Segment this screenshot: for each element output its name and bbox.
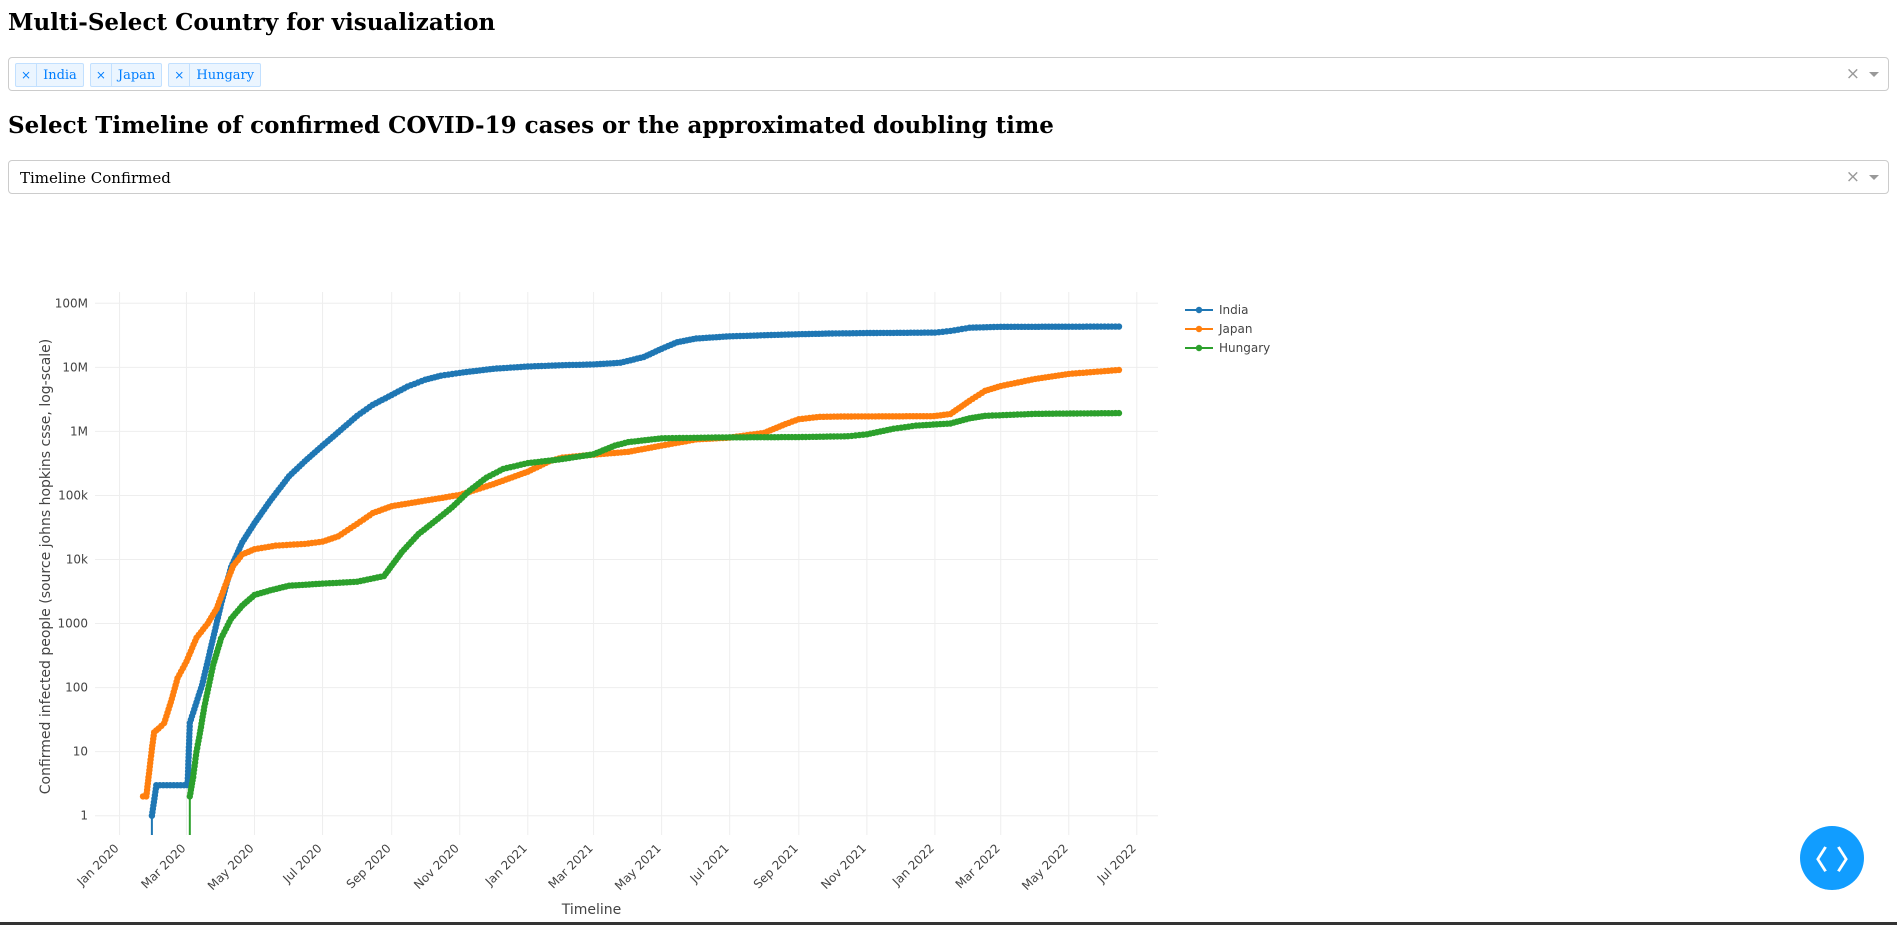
x-tick-label: Jan 2020: [74, 841, 122, 889]
y-tick-label: 100: [65, 681, 88, 695]
legend-item-india[interactable]: India: [1185, 303, 1248, 317]
x-tick-label: Jul 2020: [280, 841, 325, 886]
series-japan: [139, 366, 1123, 800]
y-tick-label: 1000: [57, 617, 88, 631]
x-tick-label: Jul 2022: [1094, 841, 1139, 886]
series-line: [188, 412, 1120, 797]
x-tick-label: Jul 2021: [687, 841, 732, 886]
series-india: [148, 323, 1123, 835]
country-multi-select[interactable]: × India × Japan × Hungary ×: [8, 57, 1889, 91]
legend-swatch-marker: [1195, 344, 1203, 352]
chevron-down-icon[interactable]: [1869, 72, 1879, 77]
x-tick-label: Jan 2021: [482, 841, 530, 889]
country-tag-hungary: × Hungary: [168, 63, 262, 87]
legend-label: Japan: [1218, 322, 1252, 336]
x-tick-label: May 2022: [1019, 841, 1071, 893]
x-tick-label: Nov 2020: [411, 841, 462, 892]
timeline-select-heading: Select Timeline of confirmed COVID-19 ca…: [8, 112, 1054, 139]
country-tag-label: Hungary: [196, 67, 255, 83]
legend-label: Hungary: [1219, 341, 1270, 355]
country-tag-label: India: [43, 67, 77, 83]
y-tick-label: 10: [73, 745, 88, 759]
series-point: [1115, 323, 1123, 330]
y-tick-label: 10M: [62, 360, 88, 374]
selected-country-tags: × India × Japan × Hungary: [15, 63, 262, 87]
timeline-mode-value: Timeline Confirmed: [20, 169, 171, 187]
country-tag-india: × India: [15, 63, 84, 87]
x-tick-label: Jan 2022: [889, 841, 937, 889]
x-tick-label: May 2021: [612, 841, 664, 893]
page-bottom-border: [0, 922, 1897, 925]
legend-label: India: [1219, 303, 1248, 317]
x-axis-title: Timeline: [561, 902, 622, 918]
y-tick-label: 100k: [58, 488, 88, 502]
remove-japan-icon[interactable]: ×: [91, 64, 112, 86]
x-tick-label: Mar 2020: [138, 841, 188, 891]
chart-axes: 1 10 100 1000 10k 100k 1M 10M 100M Jan 2020 Mar 20…: [38, 296, 1139, 918]
country-tag-japan: × Japan: [89, 63, 163, 87]
x-tick-label: Nov 2021: [818, 841, 869, 892]
y-tick-label: 1M: [70, 424, 88, 438]
legend-item-japan[interactable]: Japan: [1185, 322, 1252, 336]
code-brackets-icon: 〈 〉: [1801, 845, 1863, 876]
x-tick-label: Mar 2021: [546, 841, 596, 891]
y-tick-label: 100M: [55, 296, 88, 310]
series-point: [1115, 409, 1123, 417]
chart-legend[interactable]: India Japan Hungary: [1185, 303, 1270, 355]
y-tick-label: 1: [80, 809, 88, 823]
chart-series: [139, 323, 1123, 835]
country-tag-label: Japan: [117, 67, 156, 83]
y-tick-label: 10k: [66, 552, 88, 566]
x-tick-label: May 2020: [205, 841, 257, 893]
legend-item-hungary[interactable]: Hungary: [1185, 341, 1270, 355]
series-hungary: [186, 409, 1123, 835]
series-point: [1115, 366, 1123, 374]
clear-countries-icon[interactable]: ×: [1845, 64, 1860, 84]
x-tick-label: Sep 2020: [344, 841, 394, 891]
timeline-mode-select[interactable]: Timeline Confirmed ×: [8, 160, 1889, 194]
x-tick-label: Mar 2022: [953, 841, 1003, 891]
y-axis-title: Confirmed infected people (source johns …: [38, 339, 54, 795]
x-tick-label: Sep 2021: [751, 841, 801, 891]
chart-grid: [95, 292, 1158, 835]
chevron-down-icon[interactable]: [1869, 175, 1879, 180]
legend-swatch-marker: [1195, 306, 1203, 314]
legend-swatch-marker: [1195, 325, 1203, 333]
clear-mode-icon[interactable]: ×: [1845, 167, 1860, 187]
code-toggle-button[interactable]: 〈 〉: [1800, 826, 1864, 890]
remove-hungary-icon[interactable]: ×: [169, 64, 191, 86]
remove-india-icon[interactable]: ×: [16, 64, 38, 86]
country-select-heading: Multi-Select Country for visualization: [8, 9, 496, 36]
